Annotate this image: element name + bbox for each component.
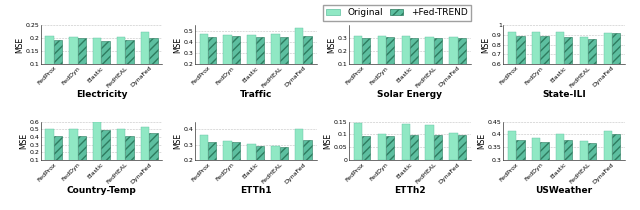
Bar [69, 37, 77, 90]
Bar [362, 38, 371, 77]
X-axis label: USWeather: USWeather [536, 186, 593, 195]
Bar [410, 38, 418, 77]
Bar [117, 37, 125, 90]
Y-axis label: MSE: MSE [15, 37, 24, 53]
Bar [588, 39, 596, 122]
Bar [93, 38, 101, 90]
Bar [280, 37, 288, 86]
Bar [401, 124, 410, 160]
Bar [612, 33, 620, 122]
Bar [354, 36, 362, 77]
Bar [449, 133, 458, 160]
Bar [604, 33, 612, 122]
Bar [149, 38, 157, 90]
Bar [77, 38, 86, 90]
Bar [564, 140, 572, 210]
Bar [449, 37, 458, 77]
Bar [410, 135, 418, 160]
Bar [247, 144, 255, 191]
Y-axis label: MSE: MSE [173, 133, 182, 149]
Bar [280, 147, 288, 191]
X-axis label: Solar Energy: Solar Energy [378, 90, 442, 99]
Bar [612, 134, 620, 210]
Bar [200, 34, 208, 86]
Bar [564, 37, 572, 122]
Bar [516, 36, 525, 122]
X-axis label: ETTh1: ETTh1 [240, 186, 271, 195]
Bar [532, 138, 540, 210]
Bar [141, 32, 149, 90]
Bar [200, 135, 208, 191]
Bar [54, 136, 62, 168]
Bar [434, 135, 442, 160]
Bar [295, 129, 303, 191]
Bar [508, 131, 516, 210]
Bar [149, 133, 157, 168]
Bar [45, 129, 54, 168]
Bar [508, 32, 516, 122]
Bar [303, 36, 312, 86]
Y-axis label: MSE: MSE [173, 37, 182, 53]
Bar [303, 140, 312, 191]
Bar [69, 129, 77, 168]
Bar [223, 141, 232, 191]
Bar [93, 122, 101, 168]
Bar [101, 130, 110, 168]
Bar [426, 37, 434, 77]
Bar [271, 146, 280, 191]
X-axis label: State-ILI: State-ILI [542, 90, 586, 99]
Bar [434, 38, 442, 77]
Y-axis label: MSE: MSE [481, 37, 491, 53]
Bar [556, 32, 564, 122]
Bar [54, 40, 62, 90]
X-axis label: Electricity: Electricity [76, 90, 127, 99]
Bar [125, 136, 134, 168]
Bar [45, 36, 54, 90]
Bar [458, 38, 466, 77]
Bar [77, 136, 86, 168]
Bar [271, 34, 280, 86]
Bar [354, 123, 362, 160]
Bar [141, 127, 149, 168]
Y-axis label: MSE: MSE [324, 133, 333, 149]
Bar [516, 140, 525, 210]
Legend: Original, +Fed-TREND: Original, +Fed-TREND [323, 4, 471, 21]
X-axis label: ETTh2: ETTh2 [394, 186, 426, 195]
Bar [378, 36, 386, 77]
Bar [208, 37, 216, 86]
Bar [101, 41, 110, 90]
Bar [232, 36, 240, 86]
Bar [125, 40, 134, 90]
Bar [232, 142, 240, 191]
Bar [532, 32, 540, 122]
Bar [588, 143, 596, 210]
Bar [378, 134, 386, 160]
Y-axis label: MSE: MSE [327, 37, 337, 53]
Bar [580, 37, 588, 122]
Bar [458, 135, 466, 160]
Bar [255, 37, 264, 86]
Bar [295, 28, 303, 86]
Bar [386, 37, 394, 77]
Y-axis label: MSE: MSE [477, 133, 486, 149]
Bar [426, 125, 434, 160]
Bar [208, 142, 216, 191]
Bar [580, 141, 588, 210]
Y-axis label: MSE: MSE [19, 133, 28, 149]
Bar [401, 36, 410, 77]
Bar [604, 131, 612, 210]
Bar [117, 129, 125, 168]
Bar [247, 35, 255, 86]
Bar [223, 35, 232, 86]
Bar [386, 136, 394, 160]
Bar [540, 36, 548, 122]
Bar [255, 146, 264, 191]
Bar [540, 142, 548, 210]
X-axis label: Traffic: Traffic [239, 90, 272, 99]
X-axis label: Country-Temp: Country-Temp [67, 186, 136, 195]
Bar [556, 134, 564, 210]
Bar [362, 136, 371, 160]
